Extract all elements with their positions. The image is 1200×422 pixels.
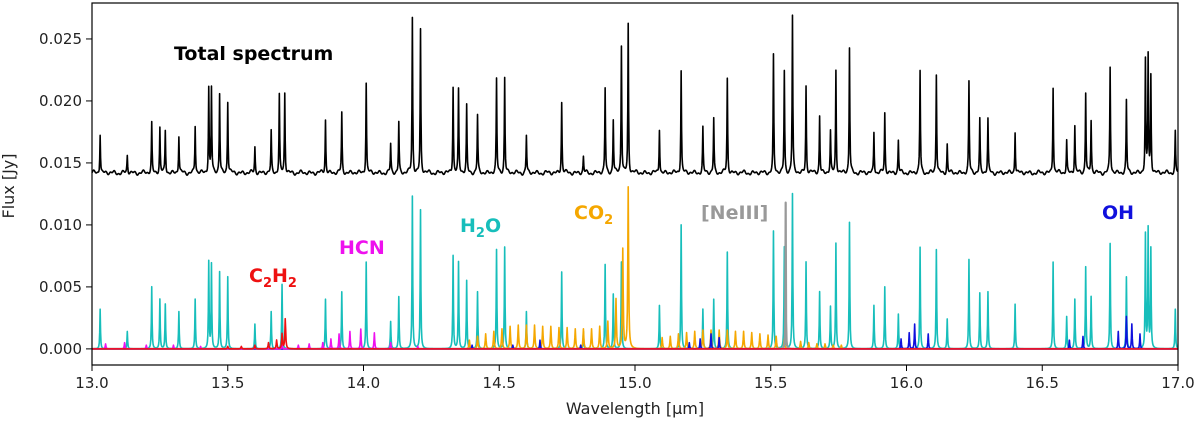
annotation-neiii: [NeIII] [701, 202, 768, 224]
x-tick-label: 13.5 [211, 374, 244, 392]
x-axis: 13.0 13.5 14.0 14.5 15.0 15.5 16.0 16.5 17.0 [75, 365, 1195, 392]
plot-background [92, 3, 1178, 365]
y-tick-label: 0.015 [39, 154, 82, 172]
x-axis-label: Wavelength [μm] [566, 399, 704, 418]
series-layer [91, 14, 1179, 350]
series-c2h2-line [91, 317, 1179, 350]
x-tick-label: 17.0 [1161, 374, 1194, 392]
y-tick-label: 0.000 [39, 340, 82, 358]
series-total-spectrum-line [91, 14, 1179, 176]
y-axis: 0.000 0.005 0.010 0.015 0.020 0.025 [39, 30, 92, 358]
x-tick-label: 16.5 [1026, 374, 1059, 392]
annotation-hcn: HCN [339, 237, 385, 259]
x-tick-label: 14.0 [347, 374, 380, 392]
y-tick-label: 0.005 [39, 278, 82, 296]
y-tick-label: 0.010 [39, 216, 82, 234]
y-tick-label: 0.020 [39, 92, 82, 110]
x-tick-label: 15.0 [618, 374, 651, 392]
y-axis-label: Flux [Jy] [0, 153, 18, 218]
x-tick-label: 15.5 [754, 374, 787, 392]
x-tick-label: 14.5 [483, 374, 516, 392]
x-tick-label: 16.0 [890, 374, 923, 392]
annotation-h2o: H2O [460, 215, 501, 241]
x-tick-label: 13.0 [75, 374, 108, 392]
annotation-c2h2: C2H2 [249, 265, 297, 291]
y-tick-label: 0.025 [39, 30, 82, 48]
annotation-total-spectrum: Total spectrum [174, 43, 333, 65]
annotation-oh: OH [1102, 202, 1134, 224]
annotation-co2: CO2 [574, 202, 613, 228]
